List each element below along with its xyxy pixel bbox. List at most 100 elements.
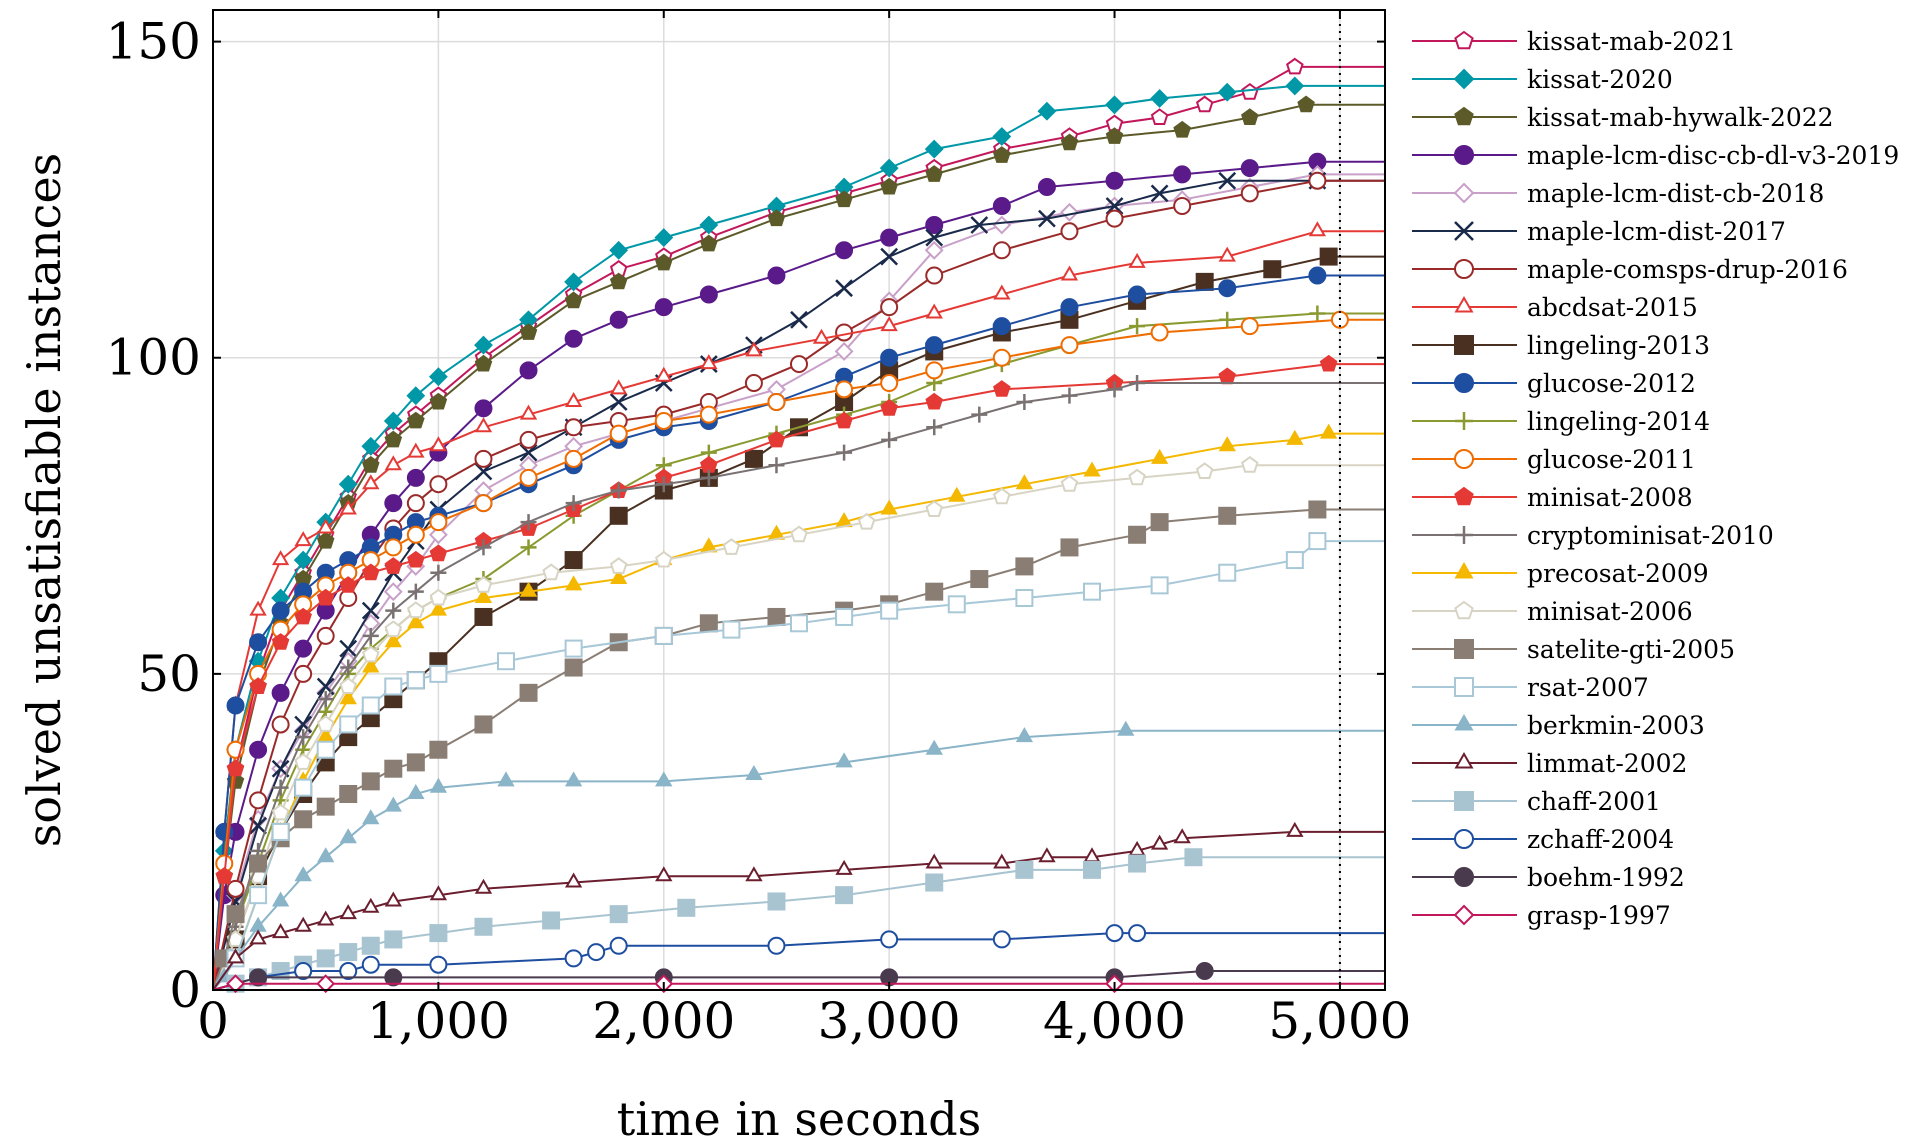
data-point xyxy=(1195,272,1214,291)
data-point xyxy=(881,431,898,448)
data-point xyxy=(699,285,718,304)
data-point xyxy=(655,366,673,382)
data-point xyxy=(226,974,245,994)
data-point xyxy=(406,494,425,513)
data-point xyxy=(384,557,403,574)
data-point xyxy=(1319,247,1338,266)
legend-entry: glucose-2011 xyxy=(1412,445,1696,474)
data-point xyxy=(609,310,628,329)
data-point xyxy=(880,298,899,317)
axis-ticks: 0 1,000 2,000 3,000 4,000 5,000 0 50 100 150 xyxy=(106,10,1411,1050)
data-point xyxy=(339,962,358,981)
data-point xyxy=(294,607,312,625)
data-point xyxy=(1285,551,1304,570)
data-point xyxy=(317,847,335,863)
data-point xyxy=(519,361,538,380)
data-point xyxy=(1061,387,1078,404)
data-point xyxy=(226,696,245,715)
data-point xyxy=(384,796,402,812)
data-point xyxy=(340,659,357,676)
data-point xyxy=(294,810,313,829)
legend-marker xyxy=(1454,867,1474,887)
data-point xyxy=(294,639,313,658)
data-point xyxy=(520,514,537,531)
data-point xyxy=(1105,95,1124,115)
series-line xyxy=(212,312,1385,991)
data-point xyxy=(271,715,290,734)
series-satelite-gti-2005 xyxy=(212,500,1385,991)
data-point xyxy=(497,771,515,787)
data-point xyxy=(272,779,289,796)
data-point xyxy=(1015,860,1034,879)
data-point xyxy=(768,457,785,474)
data-point xyxy=(384,494,403,513)
data-point xyxy=(790,525,808,543)
data-point xyxy=(407,613,425,629)
data-point xyxy=(948,486,966,502)
data-point xyxy=(226,759,245,777)
data-point xyxy=(836,444,853,461)
data-point xyxy=(384,930,403,949)
data-point xyxy=(271,891,290,907)
series-cryptominisat-2010 xyxy=(212,375,1385,991)
series-line xyxy=(212,230,1385,991)
data-point xyxy=(1128,924,1147,943)
data-point xyxy=(271,822,290,841)
data-point xyxy=(1218,436,1236,452)
y-axis-label: solved unsatisfiable instances xyxy=(17,153,71,848)
data-point xyxy=(970,570,989,589)
data-point xyxy=(474,335,493,355)
legend-label: lingeling-2014 xyxy=(1527,407,1710,436)
data-point xyxy=(654,298,673,317)
series-line xyxy=(212,318,1385,991)
data-point xyxy=(812,328,831,344)
data-point xyxy=(383,582,403,602)
data-point xyxy=(992,197,1011,215)
legend-label: kissat-2020 xyxy=(1527,65,1673,94)
legend-marker xyxy=(1453,68,1475,90)
data-point xyxy=(406,671,425,690)
data-point xyxy=(925,303,943,319)
legend-label: glucose-2012 xyxy=(1527,369,1696,398)
data-point xyxy=(520,539,537,556)
data-point xyxy=(385,602,402,619)
data-point xyxy=(316,974,336,994)
series-line xyxy=(212,179,1385,991)
legend-label: kissat-mab-2021 xyxy=(1527,27,1736,56)
data-point xyxy=(249,968,268,987)
data-point xyxy=(1060,202,1079,222)
data-point xyxy=(654,228,674,248)
data-point xyxy=(294,916,312,932)
data-point xyxy=(835,380,854,399)
data-point xyxy=(1217,82,1237,102)
series-line xyxy=(212,173,1385,991)
legend-entry: abcdsat-2015 xyxy=(1412,293,1698,322)
legend-label: minisat-2006 xyxy=(1527,597,1693,626)
data-point xyxy=(428,525,448,545)
data-point xyxy=(767,209,786,227)
data-point xyxy=(564,272,584,292)
legend-label: maple-lcm-dist-cb-2018 xyxy=(1527,179,1824,208)
data-point xyxy=(722,620,741,639)
data-point xyxy=(339,904,357,920)
data-point xyxy=(316,715,335,732)
series-berkmin-2003 xyxy=(212,720,1385,991)
data-point xyxy=(1129,375,1146,392)
data-point xyxy=(474,399,493,418)
legend-marker xyxy=(1454,221,1474,241)
data-point xyxy=(1083,461,1101,477)
data-point xyxy=(925,361,944,380)
data-point xyxy=(474,607,493,626)
data-point xyxy=(429,475,448,494)
data-point xyxy=(1060,474,1079,492)
data-point xyxy=(1060,298,1079,317)
data-point xyxy=(474,462,493,481)
data-point xyxy=(339,677,357,694)
legend-marker xyxy=(1454,562,1474,579)
data-point xyxy=(1218,563,1237,582)
legend-label: limmat-2002 xyxy=(1527,749,1687,778)
data-point xyxy=(925,582,944,601)
data-point xyxy=(880,374,899,393)
legend-label: minisat-2008 xyxy=(1527,483,1693,512)
data-point xyxy=(1219,311,1236,328)
